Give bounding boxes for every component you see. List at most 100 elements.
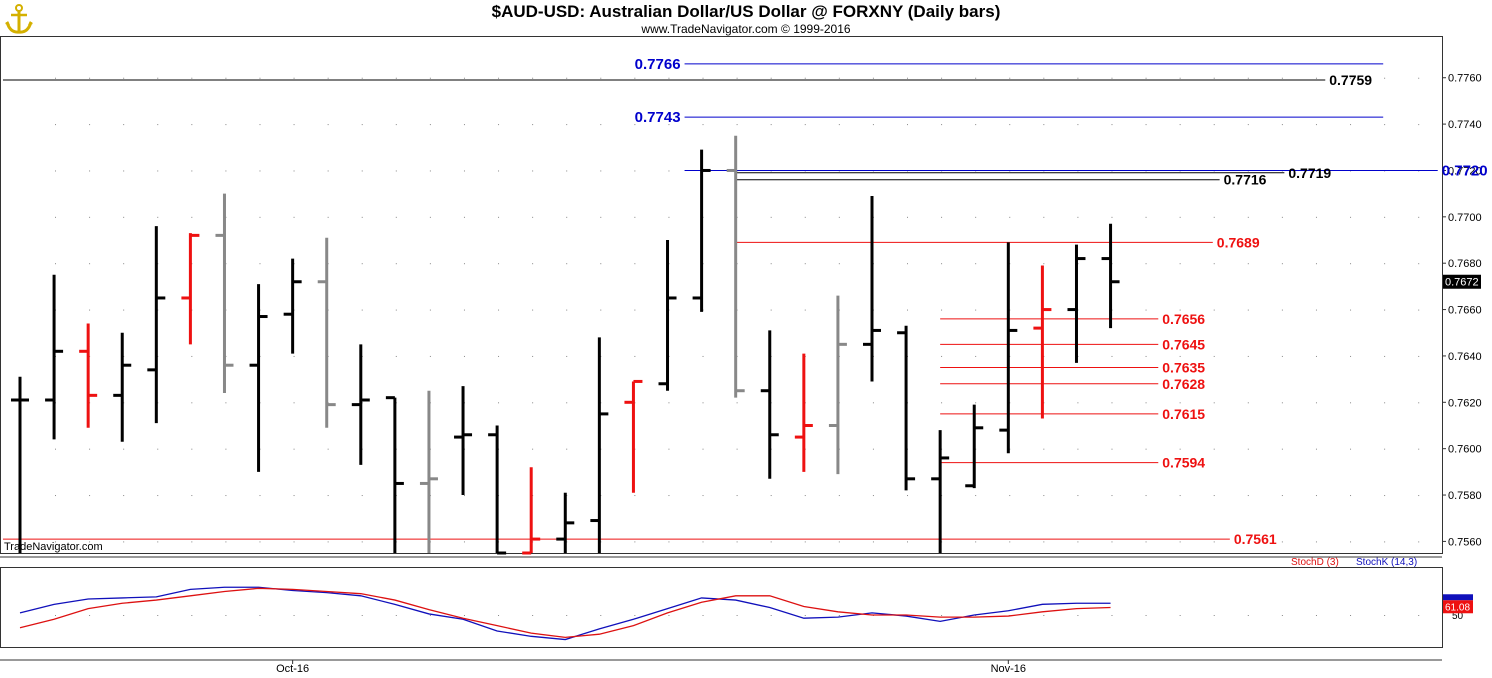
stoch-grid-dot <box>191 615 193 616</box>
grid-dot <box>327 216 329 218</box>
stoch-grid-dot <box>804 615 806 616</box>
grid-dot <box>1281 448 1283 450</box>
grid-dot <box>89 124 91 126</box>
grid-dot <box>668 541 670 543</box>
grid-dot <box>668 402 670 404</box>
grid-dot <box>838 124 840 126</box>
x-tick-label: Oct-16 <box>276 663 309 675</box>
grid-dot <box>395 216 397 218</box>
grid-dot <box>770 309 772 311</box>
grid-dot <box>1315 541 1317 543</box>
y-tick-label: 0.7720 <box>1448 165 1482 177</box>
grid-dot <box>55 263 56 265</box>
grid-dot <box>361 263 363 265</box>
stoch-grid-dot <box>1247 615 1249 616</box>
grid-dot <box>1009 541 1011 543</box>
grid-dot <box>327 541 329 543</box>
grid-dot <box>463 541 465 543</box>
stoch-grid-dot <box>395 615 397 616</box>
grid-dot <box>1213 541 1215 543</box>
grid-dot <box>1145 77 1147 79</box>
level-label: 0.7689 <box>1217 234 1260 250</box>
grid-dot <box>532 77 534 79</box>
grid-dot <box>429 170 431 172</box>
grid-dot <box>1111 541 1113 543</box>
grid-dot <box>1247 309 1249 311</box>
grid-dot <box>1111 495 1113 497</box>
grid-dot <box>327 448 329 450</box>
grid-dot <box>634 263 636 265</box>
grid-dot <box>838 216 840 218</box>
grid-dot <box>1179 355 1181 357</box>
grid-dot <box>1145 355 1147 357</box>
grid-dot <box>191 77 193 79</box>
grid-dot <box>975 402 977 404</box>
grid-dot <box>1350 448 1352 450</box>
grid-dot <box>668 495 670 497</box>
grid-dot <box>1009 495 1011 497</box>
grid-dot <box>361 216 363 218</box>
level-label: 0.7615 <box>1162 406 1205 422</box>
grid-dot <box>259 541 261 543</box>
stoch-grid-dot <box>157 615 159 616</box>
grid-dot <box>770 541 772 543</box>
grid-dot <box>838 263 840 265</box>
stoch-grid-dot <box>259 615 261 616</box>
grid-dot <box>1247 355 1249 357</box>
grid-dot <box>498 402 500 404</box>
grid-dot <box>941 77 943 79</box>
stoch-grid-dot <box>1418 615 1420 616</box>
grid-dot <box>55 77 56 79</box>
grid-dot <box>1281 77 1283 79</box>
grid-dot <box>1384 495 1386 497</box>
grid-dot <box>532 216 534 218</box>
grid-dot <box>463 495 465 497</box>
stoch-series-line <box>19 586 1111 641</box>
stoch-grid-dot <box>225 615 227 616</box>
grid-dot <box>600 170 602 172</box>
grid-dot <box>259 124 261 126</box>
stoch-grid-dot <box>89 615 91 616</box>
grid-dot <box>1145 402 1147 404</box>
stoch-grid-dot <box>838 615 840 616</box>
grid-dot <box>941 124 943 126</box>
grid-dot <box>1418 309 1420 311</box>
grid-dot <box>1418 124 1420 126</box>
grid-dot <box>804 216 806 218</box>
grid-dot <box>1111 124 1113 126</box>
grid-dot <box>123 541 125 543</box>
stoch-grid-dot <box>975 615 977 616</box>
stoch-grid-dot <box>702 615 704 616</box>
grid-dot <box>1315 216 1317 218</box>
grid-dot <box>532 309 534 311</box>
grid-dot <box>1213 448 1215 450</box>
grid-dot <box>293 355 295 357</box>
stoch-grid-dot <box>327 615 329 616</box>
stoch-grid-dot <box>1281 615 1283 616</box>
grid-dot <box>872 495 874 497</box>
grid-dot <box>1281 541 1283 543</box>
stoch-grid-dot <box>1077 615 1079 616</box>
grid-dot <box>293 448 295 450</box>
grid-dot <box>804 124 806 126</box>
grid-dot <box>1145 124 1147 126</box>
grid-dot <box>1077 77 1079 79</box>
grid-dot <box>907 495 908 497</box>
grid-dot <box>941 402 943 404</box>
grid-dot <box>634 495 636 497</box>
grid-dot <box>293 216 295 218</box>
grid-dot <box>429 216 431 218</box>
grid-dot <box>123 495 125 497</box>
grid-dot <box>429 263 431 265</box>
grid-dot <box>941 263 943 265</box>
stoch-grid-dot <box>941 615 943 616</box>
grid-dot <box>361 541 363 543</box>
grid-dot <box>191 170 193 172</box>
grid-dot <box>907 541 908 543</box>
grid-dot <box>1384 541 1386 543</box>
grid-dot <box>293 541 295 543</box>
last-price-badge: 0.7672 <box>1445 277 1479 289</box>
grid-dot <box>1179 448 1181 450</box>
grid-dot <box>1179 309 1181 311</box>
grid-dot <box>1179 124 1181 126</box>
